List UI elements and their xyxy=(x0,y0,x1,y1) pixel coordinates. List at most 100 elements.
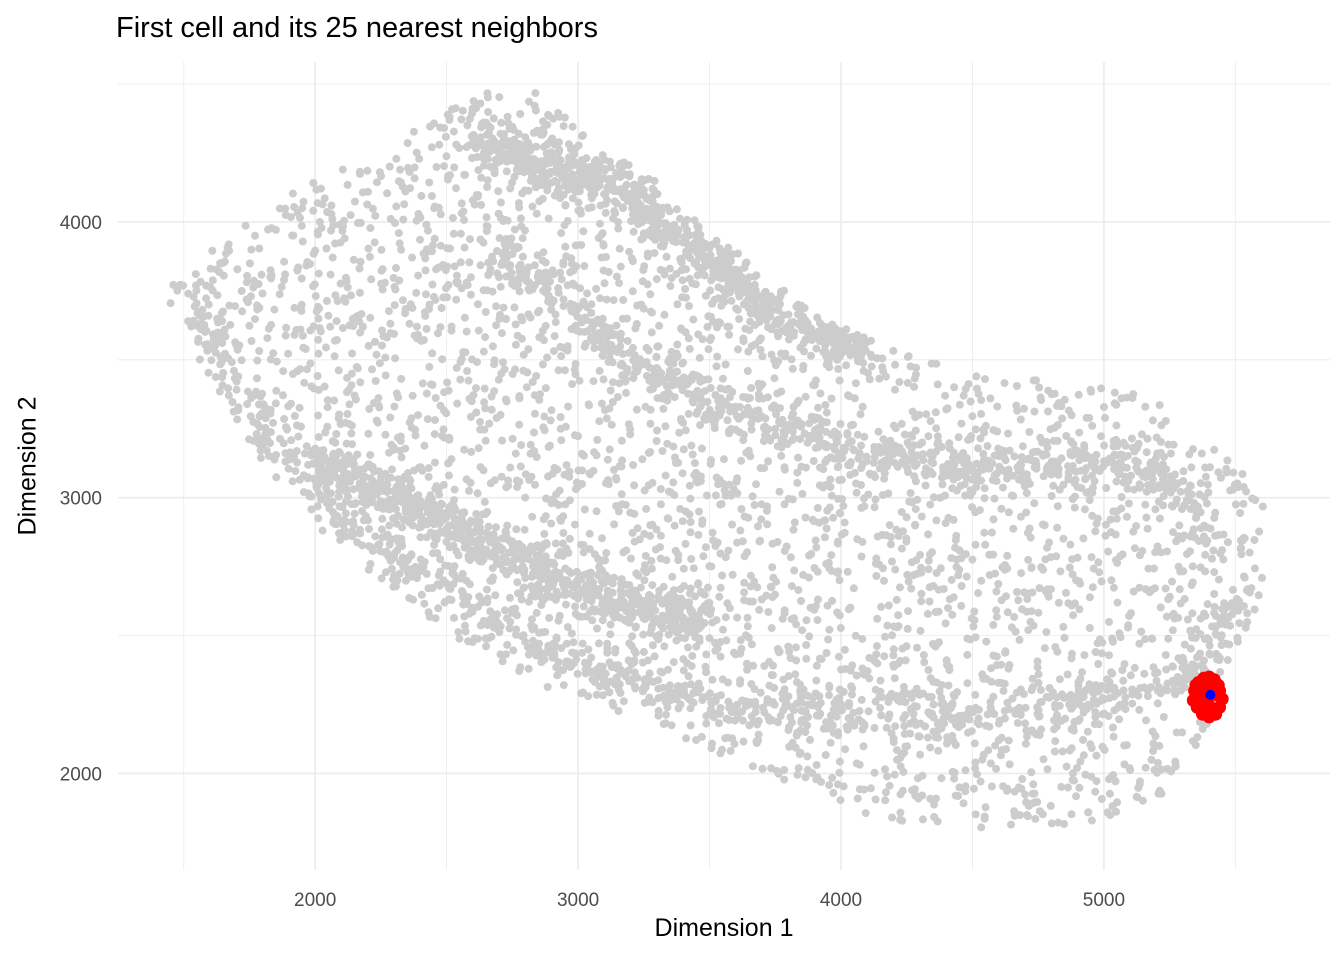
background-cell-point xyxy=(654,711,663,720)
background-cell-point xyxy=(656,667,665,676)
background-cell-point xyxy=(468,638,477,646)
background-cell-point xyxy=(1065,746,1074,755)
background-cell-point xyxy=(763,506,771,515)
background-cell-point xyxy=(547,148,556,157)
background-cell-point xyxy=(757,595,766,604)
background-cell-point xyxy=(563,216,572,225)
background-cell-point xyxy=(639,647,648,656)
background-cell-point xyxy=(659,391,668,399)
background-cell-point xyxy=(448,214,457,222)
background-cell-point xyxy=(786,654,795,662)
background-cell-point xyxy=(835,757,844,766)
background-cell-point xyxy=(378,341,386,350)
background-cell-point xyxy=(903,378,912,387)
background-cell-point xyxy=(1236,509,1245,517)
background-cell-point xyxy=(707,333,716,342)
background-cell-point xyxy=(524,285,533,293)
background-cell-point xyxy=(767,403,776,412)
background-cell-point xyxy=(468,355,476,364)
background-cell-point xyxy=(961,384,970,393)
background-cell-point xyxy=(906,729,915,738)
background-cell-point xyxy=(1004,664,1013,673)
background-cell-point xyxy=(224,391,233,400)
background-cell-point xyxy=(374,394,383,403)
background-cell-point xyxy=(722,251,731,260)
background-cell-point xyxy=(1214,575,1223,584)
background-cell-point xyxy=(320,194,329,203)
background-cell-point xyxy=(541,321,550,330)
background-cell-point xyxy=(480,384,489,393)
background-cell-point xyxy=(286,213,295,222)
background-cell-point xyxy=(1045,684,1054,692)
background-cell-point xyxy=(216,360,225,369)
background-cell-point xyxy=(241,221,250,230)
background-cell-point xyxy=(1078,668,1087,677)
background-cell-point xyxy=(430,540,439,549)
background-cell-point xyxy=(957,601,966,610)
background-cell-point xyxy=(821,751,830,759)
background-cell-point xyxy=(990,710,999,718)
background-cell-point xyxy=(1250,605,1259,614)
background-cell-point xyxy=(884,489,893,498)
background-cell-point xyxy=(489,573,497,582)
background-cell-point xyxy=(237,356,246,365)
background-cell-point xyxy=(589,337,598,346)
background-cell-point xyxy=(790,518,799,527)
background-cell-point xyxy=(233,265,242,274)
background-cell-point xyxy=(893,755,902,764)
background-cell-point xyxy=(332,317,341,326)
background-cell-point xyxy=(702,650,711,659)
background-cell-point xyxy=(780,766,789,774)
background-cell-point xyxy=(942,656,951,665)
background-cell-point xyxy=(1201,567,1210,576)
background-cell-point xyxy=(572,567,581,576)
background-cell-point xyxy=(484,258,493,267)
background-cell-point xyxy=(554,366,563,375)
background-cell-point xyxy=(491,591,500,600)
background-cell-point xyxy=(531,480,539,489)
background-cell-point xyxy=(944,681,953,690)
background-cell-point xyxy=(1176,567,1185,576)
background-cell-point xyxy=(903,352,912,361)
background-cell-point xyxy=(440,598,449,607)
background-cell-point xyxy=(927,359,936,368)
background-cell-point xyxy=(1129,587,1138,596)
background-cell-point xyxy=(381,568,390,577)
background-cell-point xyxy=(533,308,542,317)
background-cell-point xyxy=(1010,452,1019,461)
background-cell-point xyxy=(742,659,751,668)
background-cell-point xyxy=(780,606,789,615)
background-cell-point xyxy=(788,364,797,373)
background-cell-point xyxy=(972,459,981,468)
background-cell-point xyxy=(1100,745,1109,754)
background-cell-point xyxy=(1210,568,1219,577)
background-cell-point xyxy=(979,674,988,683)
background-cell-point xyxy=(574,198,583,207)
background-cell-point xyxy=(1083,727,1092,736)
background-cell-point xyxy=(341,297,350,306)
background-cell-point xyxy=(875,374,884,383)
background-cell-point xyxy=(1228,485,1237,494)
background-cell-point xyxy=(255,347,264,355)
background-cell-point xyxy=(1112,477,1121,486)
background-cell-point xyxy=(517,313,526,322)
background-cell-point xyxy=(690,216,699,225)
background-cell-point xyxy=(1203,600,1212,609)
background-cell-point xyxy=(540,530,549,538)
background-cell-point xyxy=(609,701,618,710)
background-cell-point xyxy=(284,464,293,473)
background-cell-point xyxy=(835,685,844,694)
background-cell-point xyxy=(684,334,693,343)
background-cell-point xyxy=(631,324,640,333)
background-cell-point xyxy=(840,518,849,527)
background-cell-point xyxy=(1117,493,1126,501)
background-cell-point xyxy=(377,525,386,534)
background-cell-point xyxy=(686,528,695,537)
background-cell-point xyxy=(297,274,306,283)
background-cell-point xyxy=(821,458,830,466)
background-cell-point xyxy=(860,432,869,441)
background-cell-point xyxy=(503,112,512,121)
background-cell-point xyxy=(1165,592,1174,601)
background-cell-point xyxy=(649,186,658,194)
background-cell-point xyxy=(1156,689,1165,698)
